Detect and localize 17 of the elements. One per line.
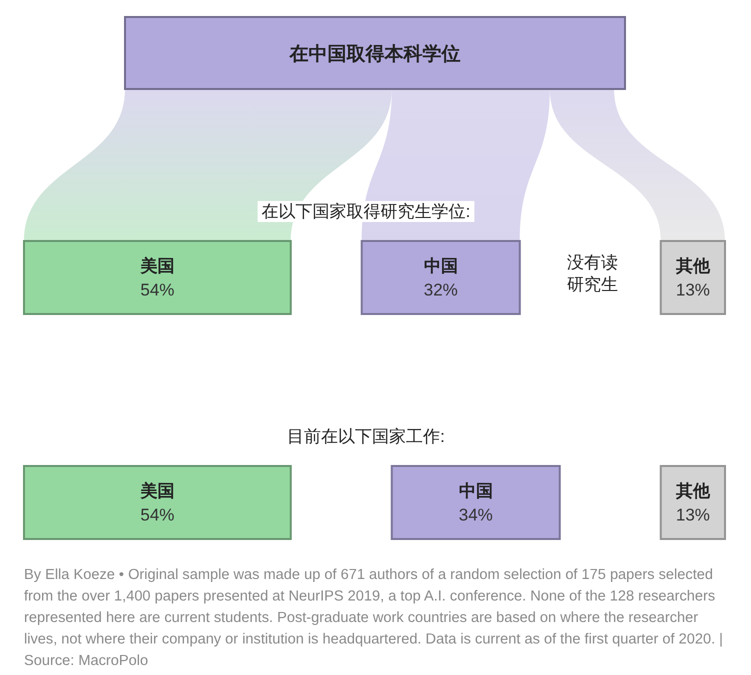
- category-label: 美国: [139, 256, 174, 276]
- data-label: 13%: [676, 280, 710, 300]
- series-label: 目前在以下国家工作:: [287, 427, 445, 446]
- category-label: 中国: [458, 482, 493, 500]
- data-label: 54%: [140, 280, 174, 300]
- category-label: 美国: [140, 482, 174, 500]
- data-label: 32%: [424, 280, 458, 300]
- text: 在中国取得本科学位: [288, 43, 460, 65]
- category-label: 其他: [676, 482, 710, 500]
- text: 没有读研究生: [566, 253, 618, 294]
- data-label: 34%: [458, 506, 493, 524]
- data-label: 54%: [140, 506, 174, 524]
- category-label: 其他: [674, 256, 711, 276]
- series-label: 在以下国家取得研究生学位:: [262, 202, 470, 221]
- text: By Ella Koeze • Original sample was made up of 671 authors of a random selection of 175 papers selected from the over 1,400 papers presented at NeurIPS 2019, a top A.I. conference. None of the 128 researchers represented here are current students. Post-graduate work countries are based on where the researcher lives, not where their company or institution is headquartered. Data is current as of the first quarter of 2020. | Source: MacroPolo: [24, 567, 723, 669]
- category-label: 中国: [424, 256, 458, 276]
- data-label: 13%: [676, 506, 710, 524]
